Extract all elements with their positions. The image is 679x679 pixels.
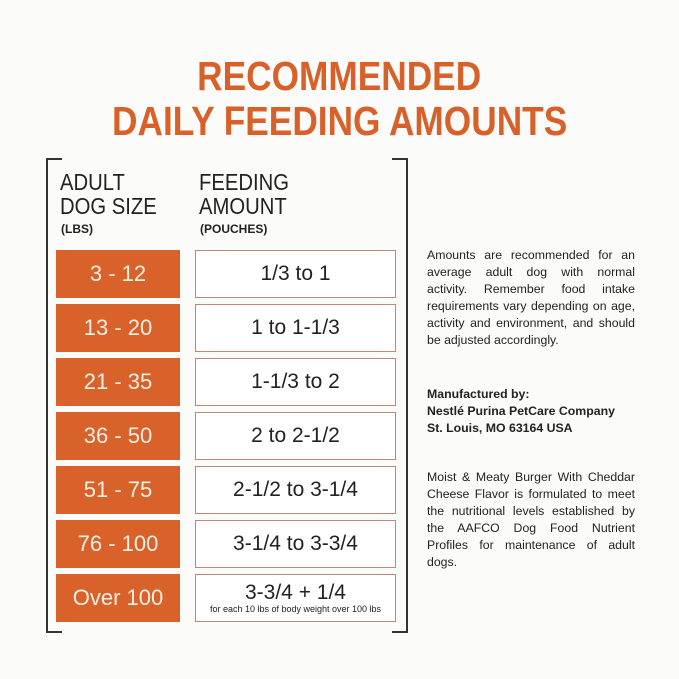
dog-size-cell: 36 - 50 xyxy=(56,412,180,460)
feeding-amount-cell: 3-1/4 to 3-3/4 xyxy=(195,520,396,568)
formulation-text: Moist & Meaty Burger With Cheddar Cheese… xyxy=(427,470,635,569)
dog-size-cell: 13 - 20 xyxy=(56,304,180,352)
col2-unit: (POUCHES) xyxy=(200,222,268,236)
dog-size-cell: Over 100 xyxy=(56,574,180,622)
title-line-2: DAILY FEEDING AMOUNTS xyxy=(111,98,568,144)
feeding-note: for each 10 lbs of body weight over 100 … xyxy=(209,604,382,614)
manufacturer-info: Manufactured by: Nestlé Purina PetCare Co… xyxy=(427,387,615,435)
col1-header: ADULT DOG SIZE xyxy=(60,169,157,219)
feeding-amount: 1 to 1-1/3 xyxy=(251,316,340,339)
feeding-amount-cell: 1-1/3 to 2 xyxy=(195,358,396,406)
feeding-amount: 2 to 2-1/2 xyxy=(251,424,340,447)
feeding-amount-cell: 2 to 2-1/2 xyxy=(195,412,396,460)
title-line-1: RECOMMENDED xyxy=(197,53,482,99)
feeding-amount: 3-1/4 to 3-3/4 xyxy=(233,532,358,555)
feeding-amount-cell: 1/3 to 1 xyxy=(195,250,396,298)
col2-header: FEEDING AMOUNT xyxy=(199,169,289,219)
feeding-amount-cell: 2-1/2 to 3-1/4 xyxy=(195,466,396,514)
feeding-amount-cell: 1 to 1-1/3 xyxy=(195,304,396,352)
dog-size-cell: 76 - 100 xyxy=(56,520,180,568)
dog-size-cell: 3 - 12 xyxy=(56,250,180,298)
dog-size-cell: 21 - 35 xyxy=(56,358,180,406)
feeding-amount: 1/3 to 1 xyxy=(260,262,331,285)
feeding-amount-cell: 3-3/4 + 1/4 for each 10 lbs of body weigh… xyxy=(195,574,396,622)
feeding-amount: 3-3/4 + 1/4 xyxy=(245,581,346,604)
feeding-amount: 1-1/3 to 2 xyxy=(251,370,340,393)
feeding-amount: 2-1/2 to 3-1/4 xyxy=(233,478,358,501)
recommendation-text: Amounts are recommended for an average a… xyxy=(427,248,635,347)
col1-unit: (LBS) xyxy=(61,222,93,236)
dog-size-cell: 51 - 75 xyxy=(56,466,180,514)
